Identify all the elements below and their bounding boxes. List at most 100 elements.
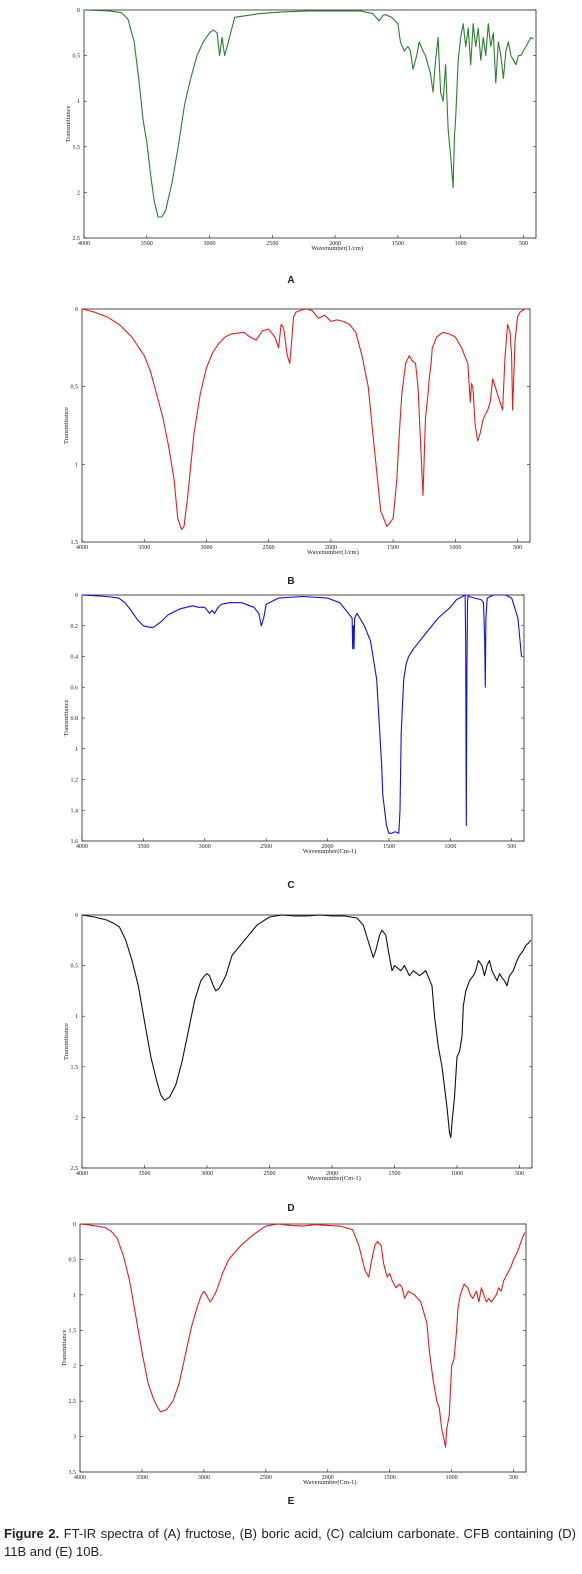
x-tick-label: 2000 (326, 1171, 338, 1177)
plot-frame (79, 1223, 527, 1473)
plot-frame (81, 594, 525, 842)
y-tick-label: 0.6 (71, 685, 79, 691)
x-tick-label: 500 (515, 1171, 524, 1177)
spectrum-panel-b: 4000 3500 3000 2500 2000 1500 1000 500 0 0.5 1 1.5 W… (0, 300, 582, 590)
y-tick-label: 3.5 (69, 1470, 77, 1476)
spectrum-chart-c: 4000 3500 3000 2500 2000 1500 1000 500 0 0.2 0.4 0.… (63, 593, 525, 855)
y-tick-label: 0 (75, 593, 78, 599)
y-axis-label: Transmittance (61, 1329, 68, 1366)
y-axis-label: Transmittance (63, 699, 70, 736)
x-tick-label: 4000 (76, 545, 88, 551)
panel-label-e: E (287, 1496, 295, 1507)
y-tick-label: 1 (73, 1293, 76, 1299)
figure-caption-label: Figure 2. (4, 1526, 60, 1541)
x-axis-label: Wavenumber(Cm-1) (303, 848, 357, 855)
x-tick-label: 3500 (137, 844, 149, 850)
x-tick-label: 4000 (76, 1171, 88, 1177)
spectrum-line (81, 914, 532, 1139)
y-tick-label: 0 (75, 307, 78, 313)
y-tick-label: 3 (73, 1435, 76, 1441)
y-tick-label: 2 (75, 1115, 78, 1121)
y-tick-label: 1.4 (71, 808, 79, 814)
y-tick-label: 1.5 (69, 1328, 77, 1334)
figure-caption: Figure 2. FT-IR spectra of (A) fructose,… (4, 1525, 576, 1561)
x-tick-label: 1500 (387, 545, 399, 551)
y-tick-label: 2.5 (71, 1166, 79, 1172)
y-tick-label: 0 (73, 1222, 76, 1228)
y-axis-label: Transmittance (65, 105, 72, 142)
spectrum-chart-d: 4000 3500 3000 2500 2000 1500 1000 500 0 0.5 1 1.5 2… (63, 913, 533, 1182)
x-tick-label: 1500 (383, 844, 395, 850)
y-axis-label: Transmittance (63, 407, 70, 444)
x-tick-label: 2500 (266, 241, 278, 247)
y-tick-label: 0.2 (71, 624, 79, 630)
y-tick-label: 1.5 (71, 1065, 79, 1071)
spectrum-line (83, 9, 534, 218)
x-tick-label: 500 (507, 844, 516, 850)
x-tick-label: 1000 (444, 844, 456, 850)
x-tick-label: 4000 (78, 241, 90, 247)
x-axis-label: Wavenumber(1/cm) (307, 549, 359, 556)
x-tick-label: 1000 (446, 1475, 458, 1481)
spectrum-panel-d: 4000 3500 3000 2500 2000 1500 1000 500 0 0.5 1 1.5 2… (0, 905, 582, 1215)
spectrum-line (79, 1223, 526, 1448)
y-tick-label: 2 (77, 190, 80, 196)
spectrum-panel-a: 4000 3500 3000 2500 2000 1500 1000 500 0 0.5 1 1.5 2… (0, 0, 582, 290)
y-tick-label: 2.5 (73, 236, 81, 242)
x-tick-label: 2000 (322, 1475, 334, 1481)
x-tick-label: 3500 (138, 545, 150, 551)
x-tick-label: 1000 (451, 1171, 463, 1177)
x-tick-label: 2500 (260, 844, 272, 850)
spectrum-line (81, 308, 528, 531)
x-tick-label: 2000 (325, 545, 337, 551)
x-tick-label: 3500 (139, 1171, 151, 1177)
x-tick-label: 1500 (392, 241, 404, 247)
y-tick-label: 0.5 (71, 385, 79, 391)
plot-frame (83, 9, 537, 239)
y-tick-label: 0.4 (71, 655, 79, 661)
spectrum-line (81, 594, 523, 834)
x-tick-label: 2500 (264, 1171, 276, 1177)
spectrum-panel-c: 4000 3500 3000 2500 2000 1500 1000 500 0 0.2 0.4 0.… (0, 585, 582, 895)
x-tick-label: 3000 (198, 1475, 210, 1481)
y-tick-label: 0.5 (69, 1257, 77, 1263)
x-tick-label: 2500 (263, 545, 275, 551)
x-tick-label: 500 (513, 545, 522, 551)
x-axis-label: Wavenumber(Cm-1) (303, 1479, 357, 1486)
x-tick-label: 1000 (455, 241, 467, 247)
x-tick-label: 3500 (141, 241, 153, 247)
y-tick-label: 1.5 (73, 145, 81, 151)
x-tick-label: 500 (519, 241, 528, 247)
y-tick-label: 0.5 (73, 54, 81, 60)
y-axis-label: Transmittance (63, 1023, 70, 1060)
x-tick-label: 500 (509, 1475, 518, 1481)
x-tick-label: 3000 (204, 241, 216, 247)
x-tick-label: 2500 (260, 1475, 272, 1481)
x-tick-label: 1500 (384, 1475, 396, 1481)
x-tick-label: 1500 (389, 1171, 401, 1177)
x-tick-label: 3000 (201, 1171, 213, 1177)
x-tick-label: 1000 (449, 545, 461, 551)
spectrum-chart-a: 4000 3500 3000 2500 2000 1500 1000 500 0 0.5 1 1.5 2… (65, 8, 537, 252)
y-tick-label: 2.5 (69, 1399, 77, 1405)
y-tick-label: 1 (75, 1014, 78, 1020)
y-tick-label: 0.8 (71, 716, 79, 722)
figure-caption-text: FT-IR spectra of (A) fructose, (B) boric… (4, 1526, 576, 1559)
x-tick-label: 2000 (322, 844, 334, 850)
x-axis-label: Wavenumber(1/cm) (311, 245, 363, 252)
y-tick-label: 1.6 (71, 839, 79, 845)
x-tick-label: 3500 (136, 1475, 148, 1481)
y-tick-label: 1.2 (71, 778, 79, 784)
plot-frame (81, 308, 531, 543)
panel-label-c: C (287, 880, 295, 891)
panel-label-a: A (287, 275, 295, 286)
y-tick-label: 0.5 (71, 964, 79, 970)
spectrum-chart-b: 4000 3500 3000 2500 2000 1500 1000 500 0 0.5 1 1.5 W… (63, 307, 531, 556)
x-tick-label: 4000 (76, 844, 88, 850)
y-tick-label: 0 (77, 8, 80, 14)
y-tick-label: 1 (75, 747, 78, 753)
x-tick-label: 3000 (200, 545, 212, 551)
x-axis-label: Wavenumber(Cm-1) (307, 1175, 361, 1182)
y-tick-label: 1 (77, 99, 80, 105)
x-tick-label: 4000 (74, 1475, 86, 1481)
